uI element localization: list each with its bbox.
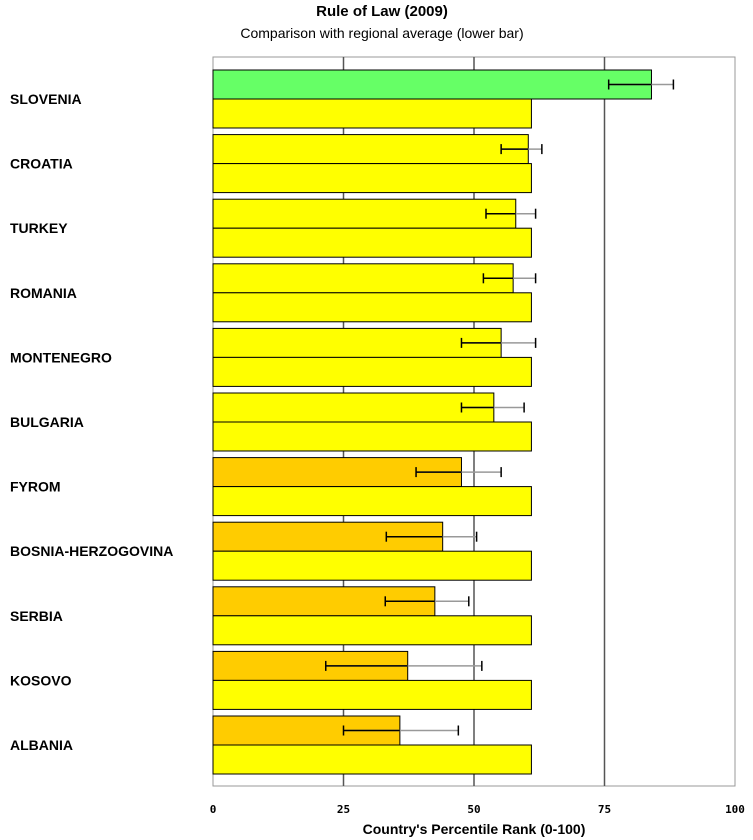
- regional-average-bar: [212, 744, 532, 775]
- regional-average-bar: [212, 421, 532, 452]
- regional-average-bar: [212, 486, 532, 517]
- regional-average-bar: [212, 163, 532, 194]
- country-bar: [212, 327, 502, 358]
- country-label: CROATIA: [10, 156, 73, 172]
- regional-average-bar: [212, 679, 532, 710]
- x-axis-label: Country's Percentile Rank (0-100): [363, 821, 586, 837]
- regional-average-bar: [212, 292, 532, 323]
- regional-average-bar: [212, 615, 532, 646]
- country-label: ROMANIA: [10, 285, 77, 301]
- country-bar: [212, 69, 652, 100]
- x-tick-label: 75: [598, 803, 611, 816]
- plot-area: SLOVENIA CROATIA TURKEY ROMANIA MONTENEGRO BU…: [10, 56, 745, 816]
- country-bar: [212, 263, 514, 294]
- x-tick-label: 0: [210, 803, 217, 816]
- x-tick-label: 50: [467, 803, 480, 816]
- regional-average-bar: [212, 98, 532, 129]
- country-label: ALBANIA: [10, 737, 73, 753]
- country-bar: [212, 198, 517, 229]
- country-label: BOSNIA-HERZOGOVINA: [10, 543, 173, 559]
- country-label: FYROM: [10, 479, 61, 495]
- country-bar: [212, 134, 529, 165]
- regional-average-bar: [212, 227, 532, 258]
- country-label: BULGARIA: [10, 414, 84, 430]
- regional-average-bar: [212, 550, 532, 581]
- country-label: KOSOVO: [10, 672, 72, 688]
- country-label: SLOVENIA: [10, 91, 82, 107]
- regional-average-bar: [212, 356, 532, 387]
- country-bar: [212, 392, 495, 423]
- chart-subtitle: Comparison with regional average (lower …: [240, 25, 523, 41]
- country-label: SERBIA: [10, 608, 63, 624]
- x-tick-label: 25: [337, 803, 350, 816]
- country-label: TURKEY: [10, 220, 68, 236]
- chart-title: Rule of Law (2009): [316, 3, 448, 20]
- country-label: MONTENEGRO: [10, 349, 112, 365]
- x-tick-label: 100: [725, 803, 745, 816]
